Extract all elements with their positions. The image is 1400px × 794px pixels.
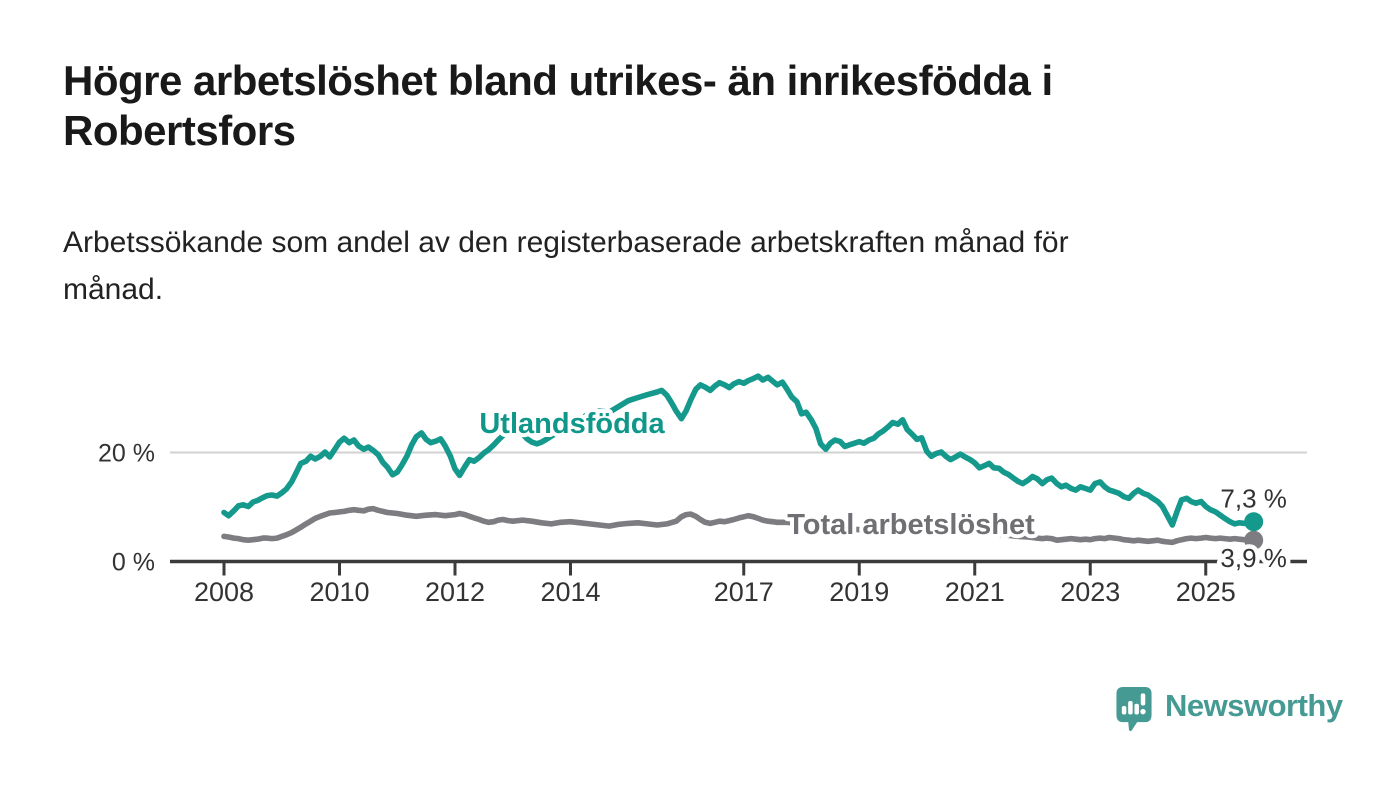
x-axis-label-2025: 2025 bbox=[1176, 577, 1236, 607]
y-axis-label-20: 20 % bbox=[98, 440, 155, 468]
end-dot-total-arbetslöshet bbox=[1244, 530, 1264, 550]
series-label-utlandsfödda: Utlandsfödda bbox=[479, 408, 665, 440]
speech-bubble-shape bbox=[1116, 687, 1152, 732]
page-subtitle-line-2: månad. bbox=[63, 272, 164, 306]
x-axis-label-2021: 2021 bbox=[945, 577, 1005, 607]
y-axis-label-0: 0 % bbox=[112, 549, 155, 577]
series-label-total-arbetslöshet: Total arbetslöshet bbox=[787, 509, 1035, 541]
bar-chart-glyph bbox=[1121, 693, 1146, 715]
series-line-utlandsfödda bbox=[221, 373, 1257, 528]
x-axis-label-2010: 2010 bbox=[309, 577, 369, 607]
x-axis-label-2008: 2008 bbox=[194, 577, 254, 607]
x-axis-label-2019: 2019 bbox=[829, 577, 889, 607]
x-axis-label-2014: 2014 bbox=[540, 577, 600, 607]
newsworthy-logo-icon bbox=[1116, 687, 1152, 732]
end-dot-utlandsfödda bbox=[1244, 512, 1264, 532]
page-title-line-2: Robertsfors bbox=[63, 106, 296, 154]
end-value-label-utlandsfödda: 7,3 % bbox=[1220, 484, 1287, 514]
page-title-line-1: Högre arbetslöshet bland utrikes- än inr… bbox=[63, 57, 1053, 104]
x-axis-label-2023: 2023 bbox=[1060, 577, 1120, 607]
page-subtitle-line-1: Arbetssökande som andel av den registerb… bbox=[63, 226, 1069, 259]
newsworthy-logo: Newsworthy bbox=[1116, 686, 1343, 734]
page-title: Högre arbetslöshet bland utrikes- än inr… bbox=[63, 56, 1053, 156]
x-axis-label-2012: 2012 bbox=[425, 577, 485, 607]
newsworthy-logo-text: Newsworthy bbox=[1165, 688, 1343, 723]
page-subtitle: Arbetssökande som andel av den registerb… bbox=[63, 220, 1069, 313]
end-value-label-total-arbetslöshet: 3,9 % bbox=[1220, 543, 1287, 573]
series-line-total-arbetslöshet bbox=[221, 505, 1257, 546]
x-axis-label-2017: 2017 bbox=[714, 577, 774, 607]
